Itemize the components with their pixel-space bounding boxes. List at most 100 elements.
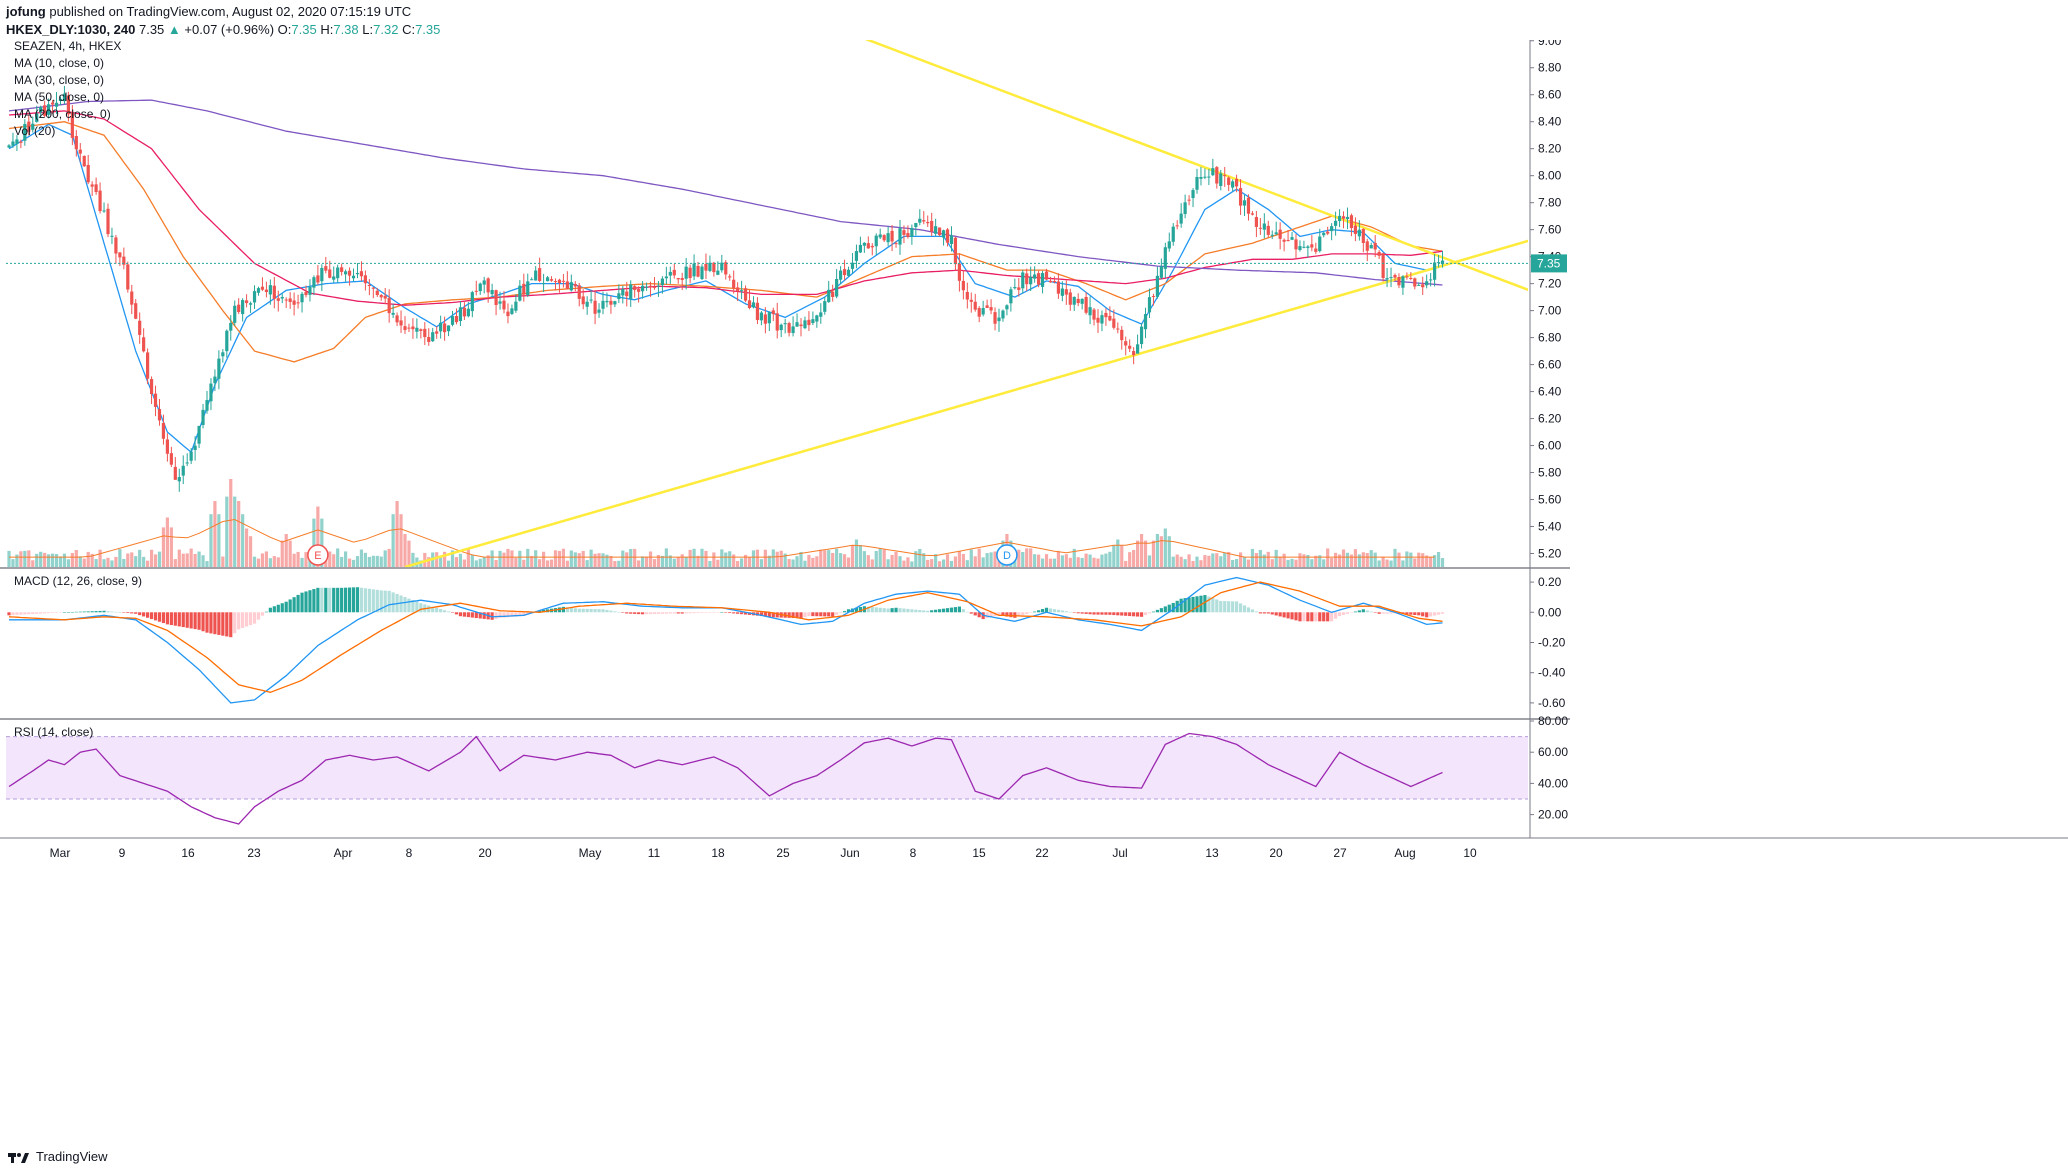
macd-axis-label: -0.40 xyxy=(1538,666,1566,680)
volume-bar xyxy=(82,558,86,567)
volume-bar xyxy=(1298,553,1302,567)
candle-body xyxy=(565,281,569,289)
macd-histogram-bar xyxy=(359,587,364,613)
volume-bar xyxy=(189,548,193,567)
macd-histogram-bar xyxy=(233,612,237,634)
macd-histogram-bar xyxy=(874,607,878,613)
macd-histogram-bar xyxy=(213,612,217,635)
candle-body xyxy=(1159,266,1163,278)
candle-body xyxy=(577,285,581,299)
volume-bar xyxy=(316,506,320,567)
candle-body xyxy=(102,210,106,212)
volume-bar xyxy=(54,554,59,567)
candle-body xyxy=(743,288,748,301)
volume-bar xyxy=(1191,560,1195,567)
macd-histogram-bar xyxy=(969,612,973,614)
candle-body xyxy=(435,331,439,334)
candle-body xyxy=(245,300,249,304)
candle-body xyxy=(1417,284,1421,286)
rsi-line xyxy=(8,732,1443,825)
candle-body xyxy=(534,270,538,281)
macd-histogram-bar xyxy=(280,603,284,613)
candle-body xyxy=(1405,276,1409,278)
rsi-pane xyxy=(6,732,1528,825)
volume-bar xyxy=(149,549,154,567)
volume-bar xyxy=(553,550,558,567)
volume-bar xyxy=(399,514,403,567)
candle-body xyxy=(680,278,684,280)
macd-histogram-bar xyxy=(1211,598,1215,613)
volume-bar xyxy=(1246,559,1251,567)
candle-body xyxy=(482,280,486,285)
candle-body xyxy=(1397,277,1401,286)
volume-bar xyxy=(716,559,720,567)
macd-histogram-bar xyxy=(914,609,918,613)
candle-body xyxy=(997,317,1001,322)
volume-bar xyxy=(344,551,348,567)
candle-body xyxy=(1341,216,1346,219)
candle-body xyxy=(233,305,237,323)
macd-axis-label: 0.00 xyxy=(1538,605,1562,619)
volume-bar xyxy=(530,555,534,567)
volume-bar xyxy=(961,553,965,567)
candle-body xyxy=(882,235,886,241)
volume-bar xyxy=(47,554,51,567)
volume-bar xyxy=(819,549,823,567)
volume-bar xyxy=(74,550,78,567)
volume-bar xyxy=(1203,555,1207,567)
candle-body xyxy=(316,275,320,283)
legend-entry-2: MA (30, close, 0) xyxy=(14,73,104,87)
candle-body xyxy=(700,266,704,280)
candle-body xyxy=(1345,216,1350,219)
macd-histogram-bar xyxy=(1151,611,1156,613)
candle-body xyxy=(1064,289,1068,295)
macd-histogram-bar xyxy=(617,612,621,613)
candle-body xyxy=(359,271,364,277)
candle-body xyxy=(1076,298,1080,304)
candle-body xyxy=(866,243,870,249)
macd-histogram-bar xyxy=(248,612,253,626)
volume-bar xyxy=(684,556,688,567)
candle-body xyxy=(981,308,985,315)
volume-ma-line xyxy=(9,518,1435,558)
candle-body xyxy=(894,243,898,245)
macd-histogram-bar xyxy=(759,612,763,617)
footer-brand[interactable]: TradingView xyxy=(36,1149,108,1164)
volume-bar xyxy=(850,545,855,567)
macd-histogram-bar xyxy=(252,612,257,624)
macd-histogram-bar xyxy=(1258,612,1262,614)
high-value: 7.38 xyxy=(333,22,359,37)
volume-bar xyxy=(866,555,870,567)
volume-bar xyxy=(910,561,914,567)
volume-bar xyxy=(755,549,760,567)
signal-line xyxy=(8,581,1443,693)
volume-bar xyxy=(1163,528,1167,567)
candle-body xyxy=(692,263,696,277)
volume-bar xyxy=(466,549,470,567)
candle-body xyxy=(1310,244,1314,248)
volume-bar xyxy=(1290,558,1294,567)
candle-body xyxy=(557,279,562,284)
candle-body xyxy=(1143,314,1148,330)
macd-histogram-bar xyxy=(351,587,356,613)
candle-body xyxy=(31,123,35,130)
author-name[interactable]: jofung xyxy=(6,4,46,19)
candle-body xyxy=(1060,288,1064,296)
macd-histogram-bar xyxy=(1417,612,1421,616)
macd-histogram-bar xyxy=(1282,612,1286,618)
volume-bar xyxy=(791,559,795,567)
volume-bar xyxy=(732,554,736,567)
macd-histogram-bar xyxy=(1262,612,1266,614)
macd-histogram-bar xyxy=(1310,612,1314,622)
volume-bar xyxy=(569,550,573,567)
macd-histogram-bar xyxy=(193,612,197,630)
volume-bar xyxy=(78,556,82,567)
candle-body xyxy=(1017,287,1021,290)
macd-histogram-bar xyxy=(1124,612,1128,616)
candle-body xyxy=(934,226,938,234)
macd-histogram-bar xyxy=(708,612,712,613)
candle-body xyxy=(1298,246,1302,250)
candle-body xyxy=(850,262,855,269)
time-axis-label: 22 xyxy=(1035,846,1049,860)
